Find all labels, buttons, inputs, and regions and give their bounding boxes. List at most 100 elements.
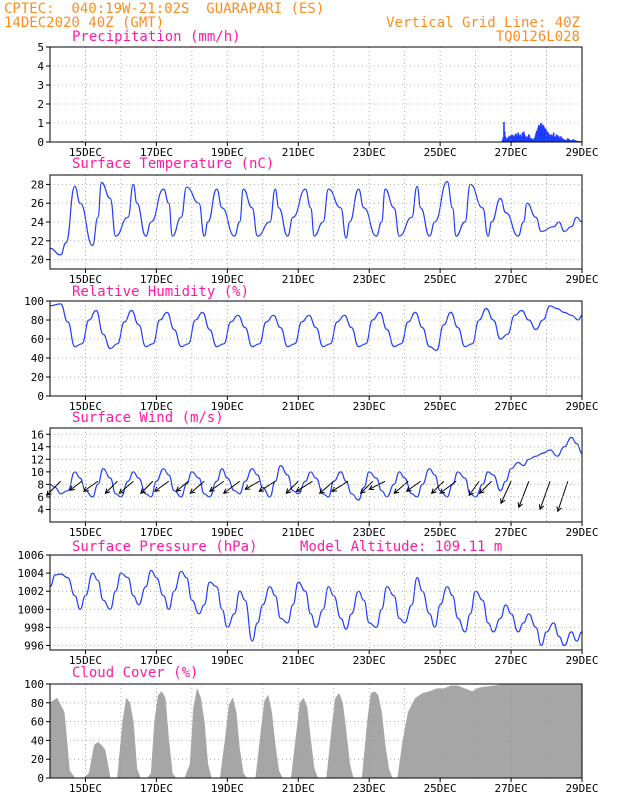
pressure-ytick-label: 1002 <box>18 585 45 598</box>
wind-arrow <box>393 480 409 494</box>
temperature-title: Surface Temperature (nC) <box>72 156 275 172</box>
wind-arrow <box>439 480 457 494</box>
wind-arrow-head <box>405 486 412 492</box>
humidity-xtick-label: 19DEC <box>211 400 244 413</box>
humidity-xtick-label: 15DEC <box>69 400 102 413</box>
humidity-frame <box>49 300 583 397</box>
cloud-ytick-label: 20 <box>31 753 44 766</box>
wind-arrow-head <box>189 488 196 494</box>
cloud-xtick-label: 15DEC <box>69 782 102 795</box>
cloud-ytick-label: 0 <box>37 772 44 785</box>
model-altitude-label: Model Altitude: 109.11 m <box>300 539 503 555</box>
temperature-ytick-label: 24 <box>31 216 45 229</box>
temperature-xtick-label: 21DEC <box>282 273 315 286</box>
cloud-xtick-label: 27DEC <box>495 782 528 795</box>
temperature-xtick-label: 17DEC <box>140 273 173 286</box>
wind-arrow <box>189 480 205 494</box>
precipitation-ytick-label: 0 <box>37 136 44 149</box>
wind-arrow <box>119 480 134 494</box>
precipitation-title: Precipitation (mm/h) <box>72 29 241 45</box>
wind-arrow <box>154 480 170 492</box>
wind-ytick-label: 8 <box>37 478 44 491</box>
precipitation-ytick-label: 1 <box>37 117 44 130</box>
pressure-frame <box>49 554 583 651</box>
wind-ytick-label: 6 <box>37 491 44 504</box>
precipitation-xtick-label: 23DEC <box>353 146 386 159</box>
wind-arrow <box>175 480 189 492</box>
cloud-xtick-label: 21DEC <box>282 782 315 795</box>
temperature-ytick-label: 20 <box>31 254 44 267</box>
pressure-ytick-label: 1006 <box>18 549 45 562</box>
header-location: CPTEC: 040:19W-21:02S GUARAPARI (ES) <box>4 1 325 17</box>
temperature-line <box>49 180 583 256</box>
temperature-ytick-label: 28 <box>31 178 44 191</box>
pressure-ytick-label: 1000 <box>18 603 45 616</box>
precipitation-xtick-label: 27DEC <box>495 146 528 159</box>
precipitation-xtick-label: 29DEC <box>565 146 598 159</box>
precipitation-ytick-label: 4 <box>37 60 44 73</box>
wind-arrow-head <box>175 486 182 492</box>
wind-arrow-head <box>140 488 146 495</box>
wind-arrow-head <box>318 488 325 494</box>
pressure-xtick-label: 25DEC <box>424 654 457 667</box>
humidity-line <box>49 303 583 352</box>
pressure-xtick-label: 23DEC <box>353 654 386 667</box>
wind-arrow <box>46 480 61 496</box>
wind-arrow-head <box>556 506 562 513</box>
humidity-xtick-label: 17DEC <box>140 400 173 413</box>
wind-arrow <box>83 480 99 492</box>
cloud-xtick-label: 17DEC <box>140 782 173 795</box>
wind-arrow <box>296 480 313 492</box>
header-grid-line: Vertical Grid Line: 40Z <box>386 15 580 31</box>
pressure-xtick-label: 17DEC <box>140 654 173 667</box>
cloud-xtick-label: 19DEC <box>211 782 244 795</box>
humidity-ytick-label: 40 <box>31 352 44 365</box>
pressure-ytick-label: 998 <box>24 621 44 634</box>
wind-arrow-head <box>439 488 446 494</box>
humidity-title: Relative Humidity (%) <box>72 284 250 300</box>
precipitation-xtick-label: 25DEC <box>424 146 457 159</box>
wind-arrow-head <box>430 488 437 495</box>
pressure-xtick-label: 27DEC <box>495 654 528 667</box>
precipitation-ytick-label: 3 <box>37 79 44 92</box>
wind-arrow <box>285 480 299 494</box>
wind-arrow <box>406 480 421 492</box>
pressure-line <box>49 569 583 647</box>
wind-xtick-label: 23DEC <box>353 526 386 539</box>
cloud-ytick-label: 100 <box>24 678 44 691</box>
humidity-ytick-label: 100 <box>24 295 44 308</box>
wind-xtick-label: 19DEC <box>211 526 244 539</box>
pressure-xtick-label: 29DEC <box>565 654 598 667</box>
wind-arrow <box>69 480 83 491</box>
wind-arrow-head <box>244 484 251 490</box>
cloud-xtick-label: 29DEC <box>565 782 598 795</box>
temperature-xtick-label: 25DEC <box>424 273 457 286</box>
cloud-xtick-label: 25DEC <box>424 782 457 795</box>
wind-arrow <box>331 480 349 492</box>
humidity-ytick-label: 60 <box>31 333 44 346</box>
wind-xtick-label: 27DEC <box>495 526 528 539</box>
precipitation-ytick-label: 2 <box>37 98 44 111</box>
wind-arrow <box>518 481 530 508</box>
header-run-time: 14DEC2020 40Z (GMT) <box>4 15 165 31</box>
cloud-ytick-label: 40 <box>31 734 44 747</box>
humidity-xtick-label: 21DEC <box>282 400 315 413</box>
wind-arrow <box>223 480 241 494</box>
wind-arrow <box>140 480 154 494</box>
wind-ytick-label: 10 <box>31 466 44 479</box>
cloud-ytick-label: 60 <box>31 716 44 729</box>
temperature-xtick-label: 19DEC <box>211 273 244 286</box>
temperature-xtick-label: 23DEC <box>353 273 386 286</box>
humidity-xtick-label: 23DEC <box>353 400 386 413</box>
precipitation-xtick-label: 15DEC <box>69 146 102 159</box>
humidity-ytick-label: 80 <box>31 314 44 327</box>
cloud-ytick-label: 80 <box>31 697 44 710</box>
wind-arrow <box>539 481 551 510</box>
cloud-xtick-label: 23DEC <box>353 782 386 795</box>
wind-ytick-label: 4 <box>37 503 44 516</box>
wind-arrow-head <box>468 490 474 497</box>
temperature-ytick-label: 22 <box>31 235 44 248</box>
wind-arrow-head <box>517 502 523 509</box>
wind-xtick-label: 15DEC <box>69 526 102 539</box>
